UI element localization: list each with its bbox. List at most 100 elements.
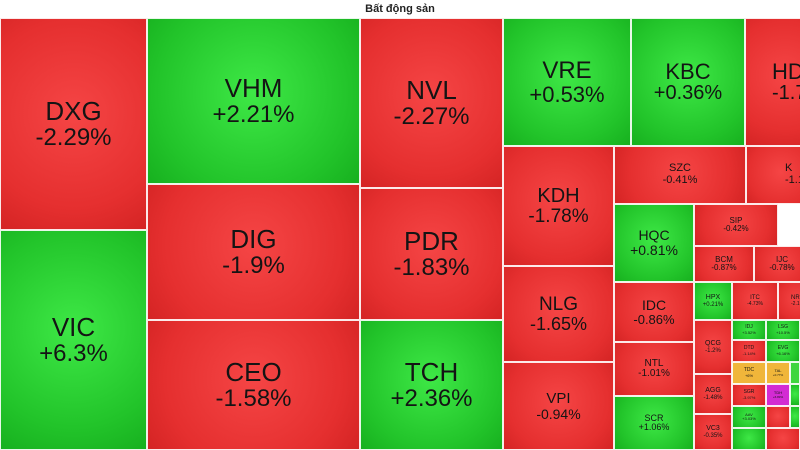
- tile-symbol: SIP: [729, 215, 743, 225]
- tile-aav[interactable]: AAV +3.03%: [732, 406, 766, 428]
- tile-change: +0.77%: [772, 372, 784, 377]
- tile-evg[interactable]: EVG +6.16%: [766, 340, 800, 362]
- tile-tdc[interactable]: TDC +6%: [732, 362, 766, 384]
- tile-kbc[interactable]: KBC +0.36%: [631, 18, 745, 146]
- tile-hqc[interactable]: HQC +0.81%: [614, 204, 694, 282]
- tile-change: -1.1: [785, 174, 800, 186]
- tile-extra-2[interactable]: [790, 384, 800, 406]
- tile-symbol: IDC: [641, 296, 667, 313]
- tile-symbol: AAV: [745, 411, 753, 417]
- tile-change: -2.29%: [35, 124, 112, 152]
- tile-dtd[interactable]: DTD -1.14%: [732, 340, 766, 362]
- tile-symbol: CEO: [225, 356, 282, 387]
- tile-change: -1.58%: [215, 385, 292, 413]
- tile-sgr[interactable]: SGR -3.97%: [732, 384, 766, 406]
- tile-pdr[interactable]: PDR -1.83%: [360, 188, 503, 320]
- tile-symbol: VPI: [546, 389, 571, 407]
- tile-vpi[interactable]: VPI -0.94%: [503, 362, 614, 450]
- tile-change: -1.83%: [393, 254, 470, 282]
- tile-sip[interactable]: SIP -0.42%: [694, 204, 778, 246]
- tile-symbol: EVG: [777, 345, 789, 352]
- tile-change: -0.42%: [723, 224, 749, 233]
- tile-ceo[interactable]: CEO -1.58%: [147, 320, 360, 450]
- tile-symbol: TDH: [773, 390, 783, 396]
- tile-symbol: DXG: [45, 95, 102, 126]
- tile-vre[interactable]: VRE +0.53%: [503, 18, 631, 146]
- tile-change: +0.36%: [653, 82, 723, 105]
- tile-qcg[interactable]: QCG -1.2%: [694, 320, 732, 374]
- tile-change: -0.87%: [711, 263, 737, 272]
- tile-symbol: TDC: [743, 367, 755, 374]
- tile-extra-3[interactable]: [766, 406, 790, 428]
- tile-change: -0.41%: [662, 174, 698, 186]
- tile-khg[interactable]: K -1.1: [746, 146, 800, 204]
- tile-symbol: NTL: [644, 357, 664, 369]
- tile-idc[interactable]: IDC -0.86%: [614, 282, 694, 342]
- tile-dig[interactable]: DIG -1.9%: [147, 184, 360, 320]
- tile-change: +0.53%: [529, 82, 605, 108]
- tile-kdh[interactable]: KDH -1.78%: [503, 146, 614, 266]
- tile-change: +6.16%: [776, 350, 790, 356]
- tile-change: +6.83%: [772, 394, 784, 399]
- tile-change: -1.01%: [638, 368, 670, 379]
- tile-symbol: K: [785, 162, 793, 175]
- tile-lsg[interactable]: LSG +10.5%: [766, 320, 800, 340]
- tile-change: +2.21%: [212, 101, 295, 129]
- tile-dxg[interactable]: DXG -2.29%: [0, 18, 147, 230]
- tile-szc[interactable]: SZC -0.41%: [614, 146, 746, 204]
- tile-hpx[interactable]: HPX +0.21%: [694, 282, 732, 320]
- tile-nrc[interactable]: NR -2.1: [778, 282, 800, 320]
- tile-nlg[interactable]: NLG -1.65%: [503, 266, 614, 362]
- tile-agg[interactable]: AGG -1.48%: [694, 374, 732, 414]
- tile-scr[interactable]: SCR +1.06%: [614, 396, 694, 450]
- tile-symbol: IJC: [776, 254, 788, 264]
- tile-change: -1.14%: [742, 350, 756, 356]
- tile-change: +0.21%: [702, 301, 724, 308]
- tile-vc3[interactable]: VC3 -0.35%: [694, 414, 732, 450]
- tile-change: +3.52%: [742, 329, 756, 335]
- tile-change: +2.36%: [390, 385, 473, 413]
- sector-title: Bất động sản: [365, 3, 435, 15]
- tile-extra-6[interactable]: [766, 428, 800, 450]
- tile-bcm[interactable]: BCM -0.87%: [694, 246, 754, 282]
- tile-change: -1.78%: [528, 205, 589, 227]
- tile-extra-4[interactable]: [790, 406, 800, 428]
- tile-idj[interactable]: IDJ +3.52%: [732, 320, 766, 340]
- tile-change: +6.3%: [39, 340, 108, 368]
- tile-tal[interactable]: TAL +0.77%: [766, 362, 790, 384]
- tile-symbol: NLG: [538, 293, 579, 315]
- tile-symbol: QCG: [705, 340, 721, 348]
- tile-change: +1.06%: [638, 422, 670, 432]
- tile-change: -0.94%: [536, 405, 581, 422]
- tile-symbol: VC3: [706, 425, 720, 433]
- tile-tch[interactable]: TCH +2.36%: [360, 320, 503, 450]
- tile-tdh[interactable]: TDH +6.83%: [766, 384, 790, 406]
- tile-symbol: NVL: [406, 74, 457, 105]
- tile-change: -4.73%: [747, 300, 763, 307]
- tile-change: -1.65%: [529, 313, 588, 334]
- tile-itc[interactable]: ITC -4.73%: [732, 282, 778, 320]
- tile-symbol: TAL: [774, 368, 782, 374]
- tile-vhm[interactable]: VHM +2.21%: [147, 18, 360, 184]
- tile-symbol: DIG: [230, 223, 277, 254]
- tile-change: -1.2%: [705, 347, 721, 354]
- tile-symbol: SCR: [644, 412, 664, 423]
- tile-nvl[interactable]: NVL -2.27%: [360, 18, 503, 188]
- tile-change: -0.35%: [703, 432, 723, 439]
- tile-change: -0.78%: [769, 263, 795, 272]
- tile-hdc[interactable]: HD -1.7: [745, 18, 800, 146]
- tile-symbol: LSG: [777, 324, 788, 331]
- tile-extra-5[interactable]: [732, 428, 766, 450]
- tile-ijc[interactable]: IJC -0.78%: [754, 246, 800, 282]
- tile-symbol: DTD: [743, 345, 755, 352]
- tile-ntl[interactable]: NTL -1.01%: [614, 342, 694, 396]
- tile-change: -0.86%: [633, 311, 675, 327]
- tile-symbol: VIC: [51, 311, 96, 342]
- tile-extra-1[interactable]: [790, 362, 800, 384]
- tile-change: -1.48%: [703, 394, 723, 401]
- tile-symbol: TCH: [404, 356, 459, 387]
- tile-vic[interactable]: VIC +6.3%: [0, 230, 147, 450]
- tile-symbol: VHM: [224, 72, 283, 103]
- tile-symbol: HPX: [705, 294, 721, 302]
- tile-change: +10.5%: [776, 329, 790, 335]
